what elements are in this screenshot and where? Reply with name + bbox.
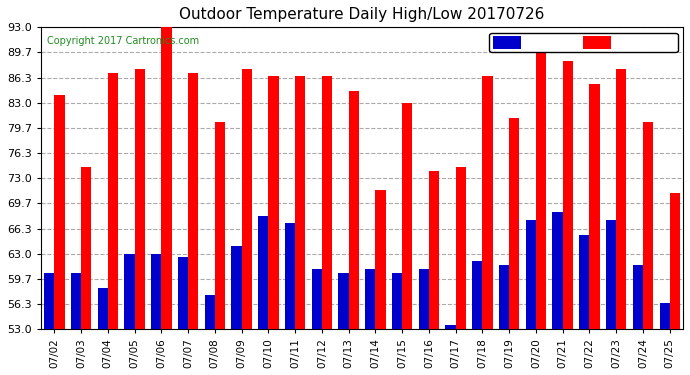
Bar — [188, 72, 198, 329]
Bar — [312, 269, 322, 329]
Bar — [215, 122, 225, 329]
Bar — [562, 61, 573, 329]
Bar — [402, 103, 413, 329]
Bar — [526, 220, 536, 329]
Bar — [339, 273, 348, 329]
Bar — [579, 235, 589, 329]
Title: Outdoor Temperature Daily High/Low 20170726: Outdoor Temperature Daily High/Low 20170… — [179, 7, 544, 22]
Bar — [322, 76, 332, 329]
Bar — [268, 76, 279, 329]
Bar — [553, 212, 562, 329]
Bar — [231, 246, 241, 329]
Bar — [98, 288, 108, 329]
Bar — [71, 273, 81, 329]
Bar — [151, 254, 161, 329]
Bar — [616, 69, 627, 329]
Bar — [108, 72, 118, 329]
Bar — [670, 193, 680, 329]
Bar — [606, 220, 616, 329]
Legend: Low  (°F), High  (°F): Low (°F), High (°F) — [489, 33, 678, 53]
Bar — [499, 265, 509, 329]
Bar — [205, 295, 215, 329]
Bar — [589, 84, 600, 329]
Bar — [633, 265, 643, 329]
Bar — [419, 269, 429, 329]
Bar — [285, 224, 295, 329]
Bar — [124, 254, 135, 329]
Bar — [392, 273, 402, 329]
Bar — [643, 122, 653, 329]
Bar — [55, 95, 65, 329]
Bar — [446, 326, 455, 329]
Bar — [482, 76, 493, 329]
Bar — [258, 216, 268, 329]
Bar — [44, 273, 55, 329]
Bar — [161, 27, 172, 329]
Bar — [660, 303, 670, 329]
Bar — [241, 69, 252, 329]
Bar — [536, 50, 546, 329]
Bar — [472, 261, 482, 329]
Bar — [81, 167, 91, 329]
Text: Copyright 2017 Cartronics.com: Copyright 2017 Cartronics.com — [48, 36, 199, 46]
Bar — [429, 171, 439, 329]
Bar — [135, 69, 145, 329]
Bar — [375, 189, 386, 329]
Bar — [365, 269, 375, 329]
Bar — [178, 258, 188, 329]
Bar — [295, 76, 305, 329]
Bar — [509, 118, 520, 329]
Bar — [348, 92, 359, 329]
Bar — [455, 167, 466, 329]
